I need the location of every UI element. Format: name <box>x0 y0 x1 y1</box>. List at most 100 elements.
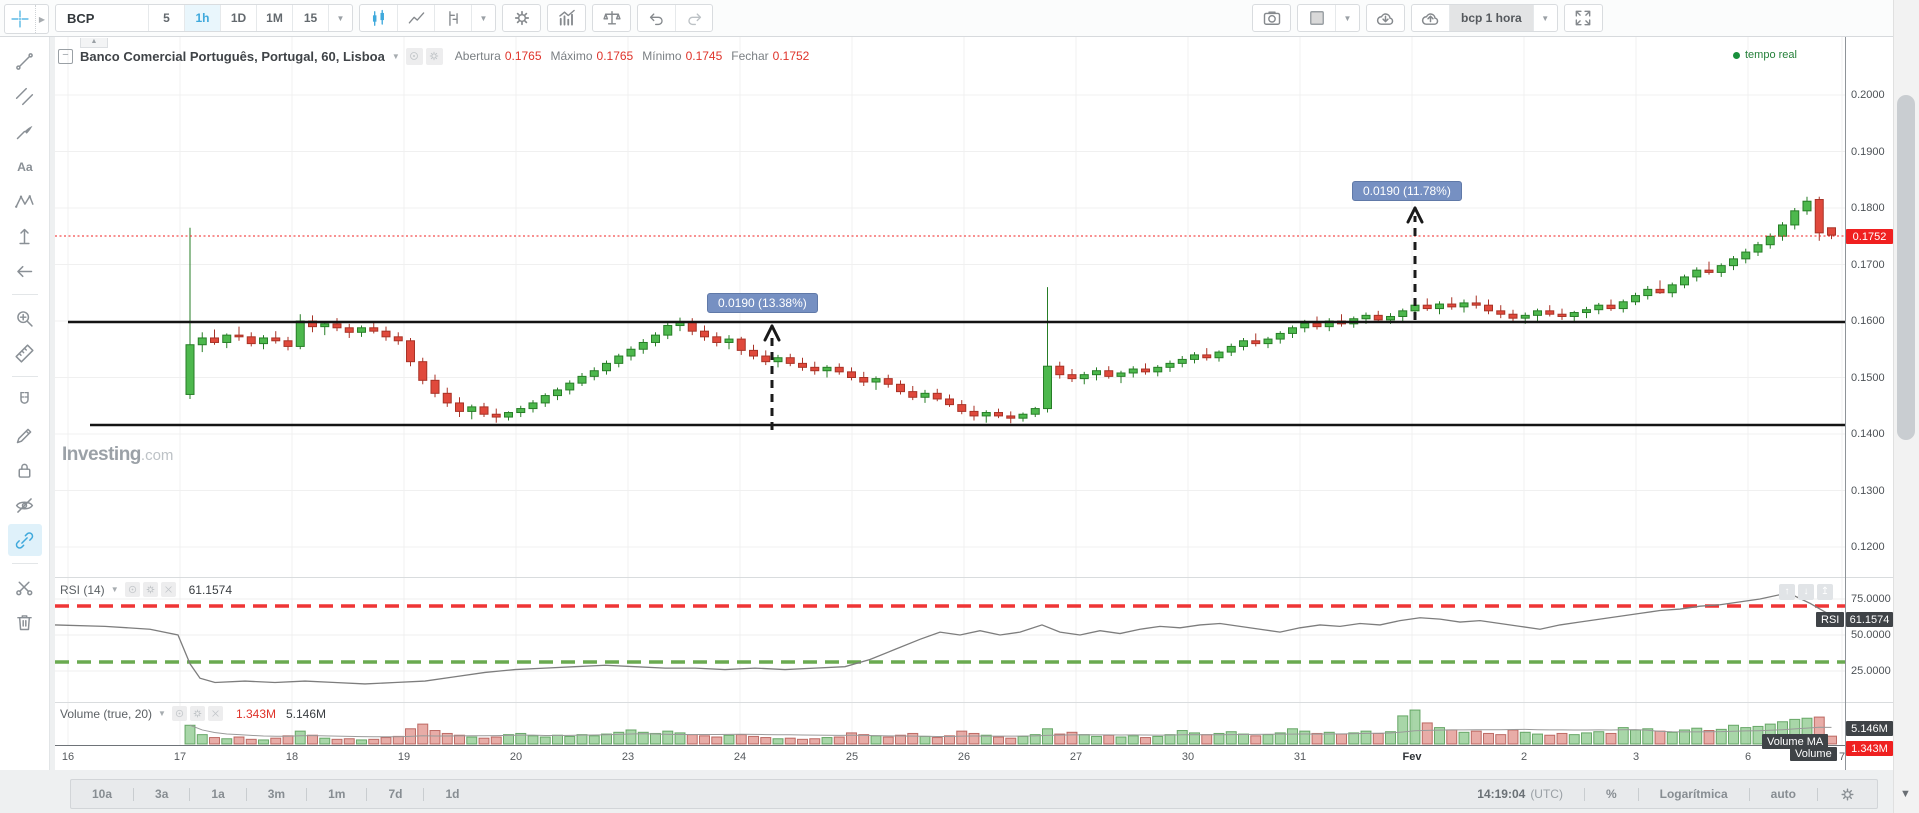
volume-bar[interactable] <box>233 736 245 745</box>
volume-bar[interactable] <box>870 735 882 745</box>
chevron-down-icon[interactable]: ▼ <box>158 709 166 718</box>
chart-canvas[interactable] <box>55 37 1893 770</box>
candle-body[interactable] <box>1190 354 1199 360</box>
volume-bar[interactable] <box>919 735 931 745</box>
volume-bar[interactable] <box>931 737 943 745</box>
volume-bar[interactable] <box>1581 732 1592 745</box>
candle-body[interactable] <box>1508 313 1518 319</box>
volume-bar[interactable] <box>686 734 698 745</box>
candle-body[interactable] <box>1092 370 1101 376</box>
candle-body[interactable] <box>1422 304 1432 310</box>
candle-body[interactable] <box>1312 322 1322 328</box>
candle-body[interactable] <box>393 336 403 342</box>
candle-body[interactable] <box>1104 370 1114 377</box>
volume-bar[interactable] <box>1532 733 1543 745</box>
volume-bar[interactable] <box>1483 732 1494 745</box>
candle-body[interactable] <box>1067 374 1077 380</box>
candle-body[interactable] <box>1263 338 1273 345</box>
candle-body[interactable] <box>883 378 893 385</box>
volume-bar[interactable] <box>1225 731 1237 745</box>
volume-bar[interactable] <box>1666 731 1678 745</box>
volume-bar[interactable] <box>1372 732 1384 745</box>
volume-bar[interactable] <box>699 735 710 745</box>
candle-body[interactable] <box>381 330 391 338</box>
volume-bar[interactable] <box>576 734 588 745</box>
chevron-down-icon[interactable]: ▼ <box>391 51 400 61</box>
volume-bar[interactable] <box>613 731 625 745</box>
volume-bar[interactable] <box>1152 735 1164 745</box>
volume-bar[interactable] <box>1495 734 1507 745</box>
candle-body[interactable] <box>589 370 599 377</box>
volume-bar[interactable] <box>760 737 772 745</box>
candle-body[interactable] <box>455 402 464 412</box>
volume-bar[interactable] <box>723 734 735 745</box>
volume-bar[interactable] <box>1262 734 1274 745</box>
volume-bar[interactable] <box>858 734 870 745</box>
candle-body[interactable] <box>234 334 244 338</box>
candle-body[interactable] <box>1030 408 1040 415</box>
candle-body[interactable] <box>749 349 758 357</box>
candle-body[interactable] <box>638 341 648 350</box>
volume-bar[interactable] <box>1189 732 1200 745</box>
volume-bar[interactable] <box>368 738 380 745</box>
interval-button-15[interactable]: 15 <box>292 5 328 31</box>
range-button-1a[interactable]: 1a <box>211 787 225 801</box>
sidebar-tool-forecast[interactable] <box>8 220 42 252</box>
volume-bar[interactable] <box>1507 729 1519 745</box>
volume-bar[interactable] <box>1630 729 1641 745</box>
candle-body[interactable] <box>1557 313 1567 317</box>
sidebar-tool-parallel-channel[interactable] <box>8 80 42 112</box>
candle-body[interactable] <box>504 412 513 418</box>
candle-body[interactable] <box>1802 200 1812 212</box>
candle-body[interactable] <box>1471 302 1481 306</box>
volume-bar[interactable] <box>968 732 980 745</box>
volume-bar[interactable] <box>1042 728 1053 745</box>
volume-bar[interactable] <box>270 737 282 745</box>
candle-body[interactable] <box>467 406 477 412</box>
price-chart[interactable] <box>55 37 1845 745</box>
volume-bar[interactable] <box>454 734 465 745</box>
candle-body[interactable] <box>1484 304 1493 312</box>
range-button-3a[interactable]: 3a <box>155 787 169 801</box>
candle-body[interactable] <box>945 398 954 406</box>
gear-icon[interactable] <box>189 706 205 721</box>
volume-bar[interactable] <box>662 730 674 745</box>
candle-body[interactable] <box>1116 372 1126 377</box>
cloud-download-button[interactable] <box>1367 5 1404 31</box>
candle-body[interactable] <box>1643 288 1653 297</box>
eye-icon[interactable] <box>124 582 140 597</box>
volume-bar[interactable] <box>1336 733 1347 745</box>
axis-settings-button[interactable] <box>1818 780 1877 808</box>
candle-body[interactable] <box>651 334 660 343</box>
sidebar-tool-trend-line[interactable] <box>8 45 42 77</box>
candle-body[interactable] <box>259 337 268 345</box>
volume-bar[interactable] <box>1348 732 1360 745</box>
volume-bar[interactable] <box>245 738 257 745</box>
volume-bar[interactable] <box>1385 731 1396 745</box>
sidebar-tool-lock[interactable] <box>8 454 42 486</box>
chart-settings-button[interactable] <box>503 5 540 31</box>
candle-body[interactable] <box>1520 314 1530 319</box>
candle-body[interactable] <box>418 361 428 381</box>
candle-body[interactable] <box>1018 413 1028 419</box>
interval-button-1M[interactable]: 1M <box>256 5 292 31</box>
cloud-upload-button[interactable] <box>1412 5 1449 31</box>
volume-bar[interactable] <box>490 736 502 745</box>
volume-bar[interactable] <box>711 736 723 745</box>
volume-bar[interactable] <box>1115 736 1127 745</box>
candle-body[interactable] <box>1214 351 1224 359</box>
candle-body[interactable] <box>1716 265 1726 273</box>
candle-body[interactable] <box>1459 302 1469 308</box>
volume-bar[interactable] <box>429 730 441 745</box>
candle-body[interactable] <box>528 402 538 410</box>
volume-bar[interactable] <box>552 734 563 745</box>
candle-body[interactable] <box>1165 362 1175 368</box>
chevron-right-icon[interactable]: ▶ <box>35 5 48 33</box>
candle-body[interactable] <box>1778 224 1787 237</box>
candle-body[interactable] <box>1606 304 1616 310</box>
log-scale-button[interactable]: Logarítmica <box>1659 787 1728 801</box>
candle-body[interactable] <box>810 366 820 372</box>
candle-body[interactable] <box>332 323 342 329</box>
saved-layout-dropdown[interactable]: ▼ <box>1532 5 1557 31</box>
candle-body[interactable] <box>1251 340 1261 345</box>
